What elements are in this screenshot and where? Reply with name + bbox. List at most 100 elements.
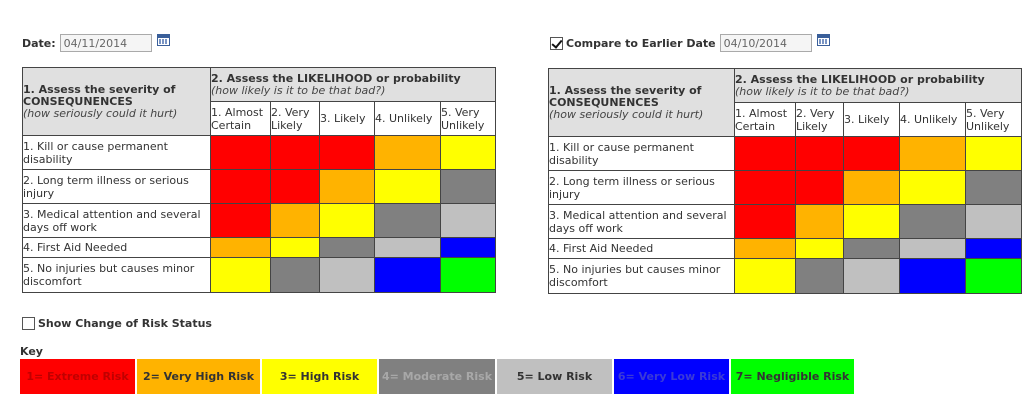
- risk-matrix-current: 1. Assess the severity of CONSEQUNENCES …: [22, 67, 497, 293]
- show-change-label: Show Change of Risk Status: [38, 317, 212, 330]
- severity-row: 3. Medical attention and several days of…: [548, 204, 1023, 239]
- risk-cell-level-1[interactable]: [734, 136, 796, 171]
- risk-cell-level-6[interactable]: [964, 238, 1023, 259]
- likelihood-subtitle: (how likely is it to be that bad?): [735, 84, 910, 98]
- calendar-icon[interactable]: [156, 34, 170, 46]
- risk-cell-level-3[interactable]: [795, 238, 844, 259]
- risk-cell-level-1[interactable]: [210, 169, 271, 204]
- risk-cell-level-2[interactable]: [319, 169, 375, 204]
- show-change-checkbox[interactable]: [22, 317, 35, 330]
- key-item-level-5: 5= Low Risk: [497, 359, 614, 394]
- risk-cell-level-3[interactable]: [210, 257, 271, 293]
- likelihood-label: 3. Likely: [319, 101, 375, 136]
- risk-cell-level-1[interactable]: [319, 135, 375, 170]
- severity-label: 5. No injuries but causes minor discomfo…: [548, 258, 735, 294]
- severity-subtitle: (how seriously could it hurt): [23, 106, 178, 120]
- likelihood-header: 2. Assess the LIKELIHOOD or probability …: [209, 67, 497, 102]
- likelihood-label: 2. Very Likely: [795, 102, 844, 137]
- risk-cell-level-2[interactable]: [210, 237, 271, 258]
- likelihood-label: 1. Almost Certain: [734, 102, 796, 137]
- likelihood-label: 2. Very Likely: [270, 101, 320, 136]
- risk-cell-level-3[interactable]: [270, 237, 320, 258]
- likelihood-subtitle: (how likely is it to be that bad?): [211, 83, 386, 97]
- severity-label: 4. First Aid Needed: [22, 237, 211, 258]
- compare-row: Compare to Earlier Date: [550, 34, 830, 52]
- risk-cell-level-3[interactable]: [899, 170, 966, 205]
- risk-cell-level-5[interactable]: [439, 203, 497, 238]
- severity-row: 4. First Aid Needed: [22, 237, 497, 258]
- risk-cell-level-1[interactable]: [795, 170, 844, 205]
- compare-checkbox[interactable]: [550, 36, 563, 50]
- likelihood-label: 3. Likely: [843, 102, 900, 137]
- risk-cell-level-3[interactable]: [964, 136, 1023, 171]
- risk-cell-level-4[interactable]: [795, 258, 844, 294]
- severity-row: 5. No injuries but causes minor discomfo…: [548, 258, 1023, 294]
- risk-cell-level-4[interactable]: [964, 170, 1023, 205]
- risk-cell-level-4[interactable]: [319, 237, 375, 258]
- likelihood-label: 4. Unlikely: [374, 101, 441, 136]
- severity-row: 1. Kill or cause permanent disability: [22, 135, 497, 170]
- risk-cell-level-4[interactable]: [270, 257, 320, 293]
- risk-cell-level-6[interactable]: [899, 258, 966, 294]
- risk-cell-level-1[interactable]: [734, 170, 796, 205]
- severity-subtitle: (how seriously could it hurt): [549, 107, 704, 121]
- risk-cell-level-5[interactable]: [319, 257, 375, 293]
- risk-cell-level-2[interactable]: [843, 170, 900, 205]
- risk-cell-level-2[interactable]: [374, 135, 441, 170]
- severity-label: 5. No injuries but causes minor discomfo…: [22, 257, 211, 293]
- risk-cell-level-1[interactable]: [270, 135, 320, 170]
- risk-cell-level-2[interactable]: [270, 203, 320, 238]
- severity-label: 1. Kill or cause permanent disability: [22, 135, 211, 170]
- severity-header: 1. Assess the severity of CONSEQUNENCES …: [22, 67, 211, 136]
- severity-row: 4. First Aid Needed: [548, 238, 1023, 259]
- risk-cell-level-4[interactable]: [843, 238, 900, 259]
- severity-label: 3. Medical attention and several days of…: [548, 204, 735, 239]
- date-input[interactable]: [59, 34, 152, 52]
- key-item-level-3: 3= High Risk: [262, 359, 379, 394]
- compare-label: Compare to Earlier Date: [566, 36, 716, 50]
- risk-cell-level-1[interactable]: [210, 203, 271, 238]
- risk-cell-level-3[interactable]: [439, 135, 497, 170]
- risk-cell-level-4[interactable]: [899, 204, 966, 239]
- risk-cell-level-7[interactable]: [439, 257, 497, 293]
- risk-cell-level-2[interactable]: [795, 204, 844, 239]
- likelihood-label: 4. Unlikely: [899, 102, 966, 137]
- risk-cell-level-5[interactable]: [899, 238, 966, 259]
- risk-cell-level-5[interactable]: [374, 237, 441, 258]
- key-item-level-1: 1= Extreme Risk: [20, 359, 137, 394]
- risk-cell-level-6[interactable]: [374, 257, 441, 293]
- risk-cell-level-2[interactable]: [734, 238, 796, 259]
- risk-cell-level-1[interactable]: [843, 136, 900, 171]
- risk-cell-level-4[interactable]: [439, 169, 497, 204]
- risk-cell-level-2[interactable]: [899, 136, 966, 171]
- likelihood-label: 5. Very Unlikely: [439, 101, 497, 136]
- risk-cell-level-5[interactable]: [964, 204, 1023, 239]
- compare-date-input[interactable]: [719, 34, 812, 52]
- risk-cell-level-1[interactable]: [734, 204, 796, 239]
- risk-cell-level-1[interactable]: [210, 135, 271, 170]
- risk-cell-level-5[interactable]: [843, 258, 900, 294]
- risk-cell-level-3[interactable]: [319, 203, 375, 238]
- risk-cell-level-6[interactable]: [439, 237, 497, 258]
- likelihood-header: 2. Assess the LIKELIHOOD or probability …: [733, 68, 1023, 103]
- risk-cell-level-1[interactable]: [270, 169, 320, 204]
- likelihood-label: 1. Almost Certain: [210, 101, 271, 136]
- likelihood-label: 5. Very Unlikely: [964, 102, 1023, 137]
- date-label: Date:: [22, 36, 56, 50]
- key-item-level-2: 2= Very High Risk: [137, 359, 262, 394]
- risk-cell-level-7[interactable]: [964, 258, 1023, 294]
- risk-cell-level-4[interactable]: [374, 203, 441, 238]
- compare-calendar-icon[interactable]: [816, 34, 830, 46]
- risk-cell-level-3[interactable]: [374, 169, 441, 204]
- risk-cell-level-3[interactable]: [843, 204, 900, 239]
- show-change-row: Show Change of Risk Status: [22, 317, 212, 330]
- severity-label: 2. Long term illness or serious injury: [548, 170, 735, 205]
- severity-title: 1. Assess the severity of CONSEQUNENCES: [549, 83, 702, 109]
- severity-label: 4. First Aid Needed: [548, 238, 735, 259]
- risk-cell-level-3[interactable]: [734, 258, 796, 294]
- risk-cell-level-1[interactable]: [795, 136, 844, 171]
- severity-header: 1. Assess the severity of CONSEQUNENCES …: [548, 68, 735, 137]
- key-item-level-6: 6= Very Low Risk: [614, 359, 731, 394]
- severity-row: 3. Medical attention and several days of…: [22, 203, 497, 238]
- key-item-level-4: 4= Moderate Risk: [379, 359, 497, 394]
